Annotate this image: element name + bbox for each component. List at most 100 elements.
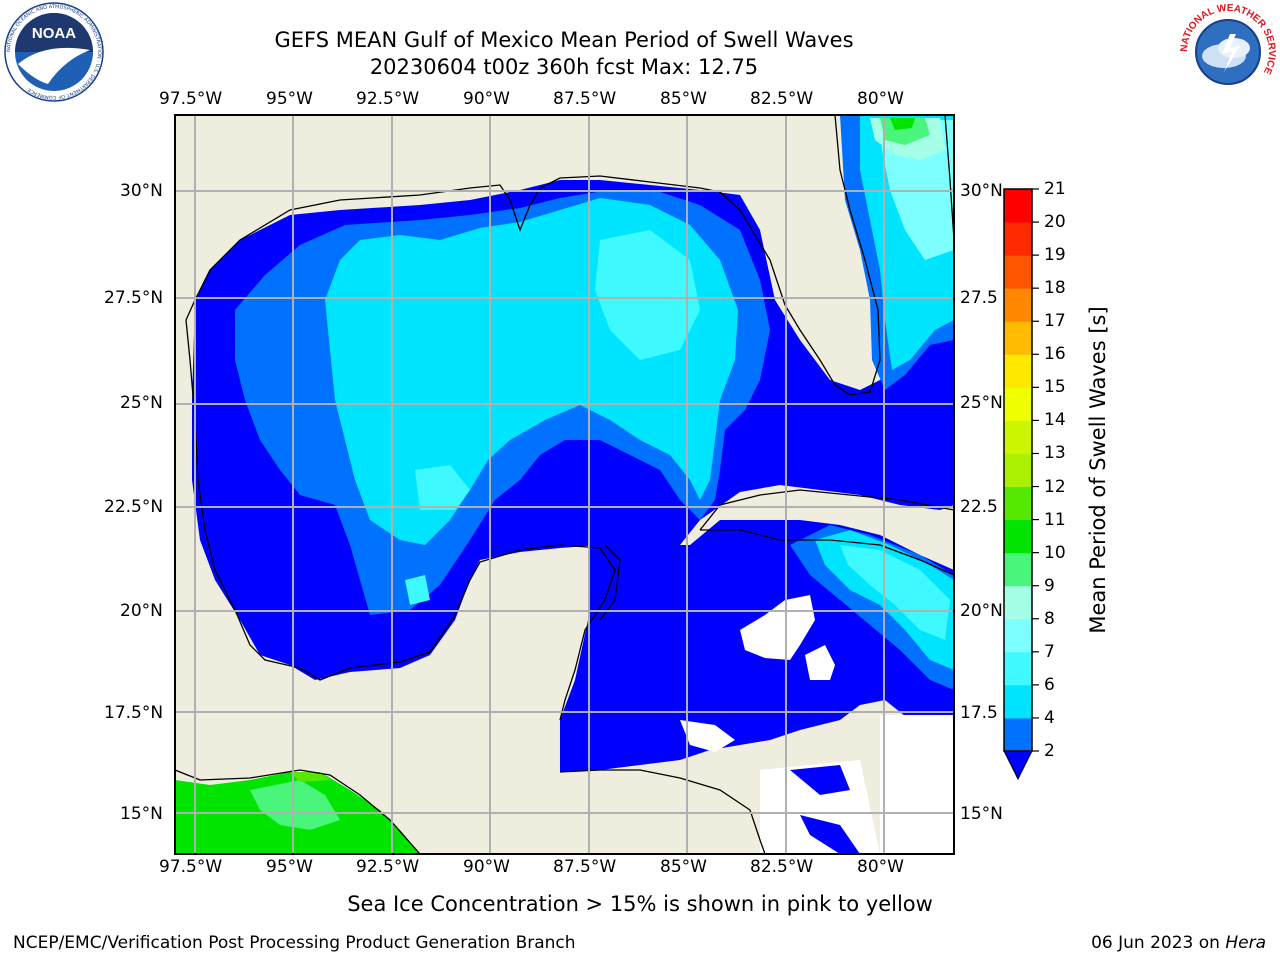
lat-tick-right-2: 27.5 — [960, 288, 998, 308]
colorbar-level-label: 20 — [1044, 212, 1066, 233]
caribbean-swell-light-cyan — [840, 545, 950, 640]
coastlines — [175, 115, 954, 854]
colorbar-box — [1004, 519, 1032, 554]
noaa-logo: NOAA NATIONAL OCEANIC AND ATMOSPHERIC AD… — [4, 2, 104, 102]
cuba-south-coast — [700, 529, 954, 576]
central-america-coast — [559, 769, 766, 854]
colorbar-frame — [1003, 188, 1033, 752]
colorbar-box — [1004, 585, 1032, 620]
colorbar-level-label: 13 — [1044, 443, 1066, 464]
lon-tick-top-2: 95°W — [266, 89, 313, 109]
atlantic-swell-green — [890, 118, 915, 130]
lon-tick-bottom-2: 95°W — [266, 857, 313, 877]
lat-tick-left-7: 15°N — [120, 804, 163, 824]
colorbar-box — [1004, 354, 1032, 388]
colorbar-level-label: 2 — [1044, 741, 1055, 761]
nws-logo: NATIONAL WEATHER SERVICE — [1178, 2, 1278, 102]
pacific-swell-light-green — [250, 780, 340, 830]
colorbar-level-label: 17 — [1044, 311, 1066, 332]
colorbar-box — [1004, 651, 1032, 686]
lon-tick-bottom-1: 97.5°W — [159, 857, 223, 877]
lon-tick-top-8: 80°W — [857, 89, 904, 109]
colorbar-level-label: 12 — [1044, 476, 1066, 497]
gulf-swell-light-cyan-3 — [405, 575, 430, 605]
colorbar-box — [1004, 684, 1032, 719]
caribbean-no-data-5 — [760, 760, 880, 854]
map-frame — [174, 114, 955, 855]
caribbean-dark-blue-patch — [790, 765, 850, 795]
lat-tick-left-4: 22.5°N — [104, 497, 164, 517]
pacific-swell-yellow-green — [290, 772, 330, 782]
lon-tick-bottom-6: 85°W — [660, 857, 707, 877]
colorbar-box — [1004, 618, 1032, 653]
colorbar-box — [1004, 453, 1032, 488]
colorbar-box — [1004, 420, 1032, 454]
colorbar-level-label: 9 — [1044, 575, 1055, 596]
caribbean-no-data-2 — [805, 645, 835, 680]
colorbar-extend-min — [1003, 750, 1033, 781]
colorbar-box — [1004, 486, 1032, 521]
colorbar-box — [1004, 387, 1032, 421]
colorbar-box — [1004, 288, 1032, 322]
lat-tick-left-5: 20°N — [120, 601, 163, 621]
lat-tick-right-3: 25°N — [960, 393, 1003, 413]
lat-tick-left-2: 27.5°N — [104, 288, 164, 308]
lat-tick-left-1: 30°N — [120, 181, 163, 201]
colorbar-box — [1004, 255, 1032, 289]
lon-tick-bottom-8: 80°W — [857, 857, 904, 877]
gridlines — [175, 115, 954, 854]
us-gulf-coast — [185, 115, 881, 396]
footer-date: 06 Jun 2023 on Hera — [1091, 933, 1266, 953]
colorbar-level-label: 14 — [1044, 410, 1066, 431]
colorbar-box — [1004, 189, 1032, 223]
colorbar-level-label: 19 — [1044, 245, 1066, 266]
sea-ice-note: Sea Ice Concentration > 15% is shown in … — [347, 892, 933, 916]
lon-tick-top-7: 82.5°W — [750, 89, 814, 109]
gulf-swell-light-cyan-1 — [595, 230, 700, 360]
gulf-swell-light-cyan-2 — [415, 465, 470, 510]
pacific-coast — [175, 769, 421, 854]
colorbar-level-label: 6 — [1044, 674, 1055, 695]
colorbar-box — [1004, 717, 1032, 752]
lat-tick-right-7: 15°N — [960, 804, 1003, 824]
lat-tick-right-6: 17.5 — [960, 703, 998, 723]
colorbar-level-label: 11 — [1044, 509, 1066, 530]
colorbar-box — [1004, 222, 1032, 256]
mexico-gulf-coast — [185, 319, 616, 721]
colorbar — [1003, 188, 1039, 781]
lat-tick-right-1: 30°N — [960, 181, 1003, 201]
lat-tick-left-3: 25°N — [120, 393, 163, 413]
colorbar-level-label: 15 — [1044, 377, 1066, 398]
colorbar-level-label: 18 — [1044, 278, 1066, 299]
lat-tick-left-6: 17.5°N — [104, 703, 164, 723]
colorbar-level-label: 21 — [1044, 179, 1066, 199]
colorbar-box — [1004, 552, 1032, 587]
atlantic-swell-light-green — [880, 118, 930, 145]
lon-tick-bottom-3: 92.5°W — [356, 857, 420, 877]
footer-credit: NCEP/EMC/Verification Post Processing Pr… — [13, 933, 576, 953]
colorbar-level-label: 7 — [1044, 641, 1055, 662]
caribbean-no-data-3 — [680, 720, 735, 752]
colorbar-level-label: 10 — [1044, 542, 1066, 563]
lon-tick-top-5: 87.5°W — [553, 89, 617, 109]
caribbean-no-data-4 — [880, 715, 954, 854]
caribbean-dark-blue-strip — [800, 815, 860, 854]
lon-tick-top-3: 92.5°W — [356, 89, 420, 109]
lon-tick-top-1: 97.5°W — [159, 89, 223, 109]
colorbar-box — [1004, 321, 1032, 355]
map-area — [175, 115, 954, 854]
colorbar-level-label: 4 — [1044, 707, 1055, 728]
colorbar-level-label: 8 — [1044, 608, 1055, 629]
colorbar-title: Mean Period of Swell Waves [s] — [1086, 306, 1110, 634]
lon-tick-bottom-5: 87.5°W — [553, 857, 617, 877]
florida-east-coast — [944, 115, 954, 241]
lat-tick-right-4: 22.5 — [960, 497, 998, 517]
noaa-logo-text: NOAA — [32, 25, 76, 42]
lon-tick-top-4: 90°W — [463, 89, 510, 109]
chart-subtitle: 20230604 t00z 360h fcst Max: 12.75 — [369, 55, 759, 79]
chart-title: GEFS MEAN Gulf of Mexico Mean Period of … — [274, 28, 854, 52]
lon-tick-bottom-7: 82.5°W — [750, 857, 814, 877]
lat-tick-right-5: 20°N — [960, 601, 1003, 621]
lon-tick-top-6: 85°W — [660, 89, 707, 109]
